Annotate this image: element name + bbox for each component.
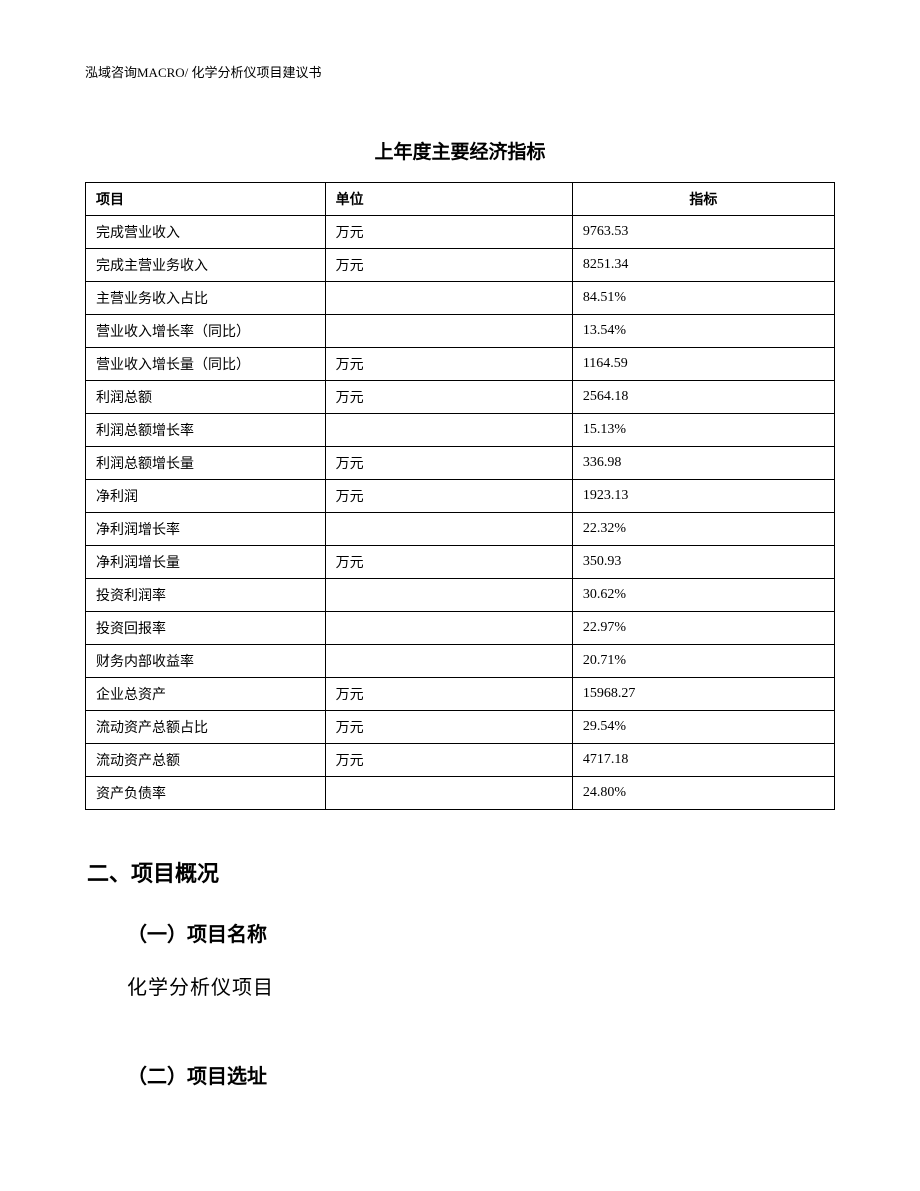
cell-value: 30.62% bbox=[572, 579, 834, 612]
cell-value: 1923.13 bbox=[572, 480, 834, 513]
table-row: 净利润 万元 1923.13 bbox=[86, 480, 835, 513]
cell-item: 利润总额增长量 bbox=[86, 447, 326, 480]
cell-item: 企业总资产 bbox=[86, 678, 326, 711]
table-row: 营业收入增长量（同比） 万元 1164.59 bbox=[86, 348, 835, 381]
table-row: 主营业务收入占比 84.51% bbox=[86, 282, 835, 315]
cell-unit: 万元 bbox=[325, 381, 572, 414]
table-row: 利润总额 万元 2564.18 bbox=[86, 381, 835, 414]
cell-unit bbox=[325, 513, 572, 546]
col-header-unit: 单位 bbox=[325, 183, 572, 216]
cell-unit: 万元 bbox=[325, 216, 572, 249]
cell-unit bbox=[325, 282, 572, 315]
cell-unit bbox=[325, 579, 572, 612]
table-row: 净利润增长率 22.32% bbox=[86, 513, 835, 546]
cell-item: 净利润增长率 bbox=[86, 513, 326, 546]
cell-item: 利润总额 bbox=[86, 381, 326, 414]
table-row: 企业总资产 万元 15968.27 bbox=[86, 678, 835, 711]
economic-indicators-table: 项目 单位 指标 完成营业收入 万元 9763.53 完成主营业务收入 万元 8… bbox=[85, 182, 835, 810]
table-title: 上年度主要经济指标 bbox=[85, 137, 835, 164]
cell-value: 336.98 bbox=[572, 447, 834, 480]
table-row: 投资利润率 30.62% bbox=[86, 579, 835, 612]
sub-heading-1: （一）项目名称 bbox=[127, 918, 835, 947]
page-container: 泓域咨询MACRO/ 化学分析仪项目建议书 上年度主要经济指标 项目 单位 指标… bbox=[0, 0, 920, 1089]
cell-unit: 万元 bbox=[325, 546, 572, 579]
table-row: 营业收入增长率（同比） 13.54% bbox=[86, 315, 835, 348]
cell-item: 财务内部收益率 bbox=[86, 645, 326, 678]
sub-heading-2: （二）项目选址 bbox=[127, 1060, 835, 1089]
cell-item: 净利润 bbox=[86, 480, 326, 513]
cell-unit: 万元 bbox=[325, 678, 572, 711]
table-row: 完成主营业务收入 万元 8251.34 bbox=[86, 249, 835, 282]
cell-unit bbox=[325, 645, 572, 678]
table-body: 完成营业收入 万元 9763.53 完成主营业务收入 万元 8251.34 主营… bbox=[86, 216, 835, 810]
table-row: 流动资产总额 万元 4717.18 bbox=[86, 744, 835, 777]
cell-item: 完成主营业务收入 bbox=[86, 249, 326, 282]
cell-item: 净利润增长量 bbox=[86, 546, 326, 579]
cell-unit bbox=[325, 414, 572, 447]
cell-unit: 万元 bbox=[325, 249, 572, 282]
cell-value: 24.80% bbox=[572, 777, 834, 810]
table-row: 资产负债率 24.80% bbox=[86, 777, 835, 810]
table-header-row: 项目 单位 指标 bbox=[86, 183, 835, 216]
cell-value: 15968.27 bbox=[572, 678, 834, 711]
table-row: 流动资产总额占比 万元 29.54% bbox=[86, 711, 835, 744]
cell-item: 完成营业收入 bbox=[86, 216, 326, 249]
page-header: 泓域咨询MACRO/ 化学分析仪项目建议书 bbox=[85, 62, 835, 81]
cell-unit: 万元 bbox=[325, 348, 572, 381]
body-text-1: 化学分析仪项目 bbox=[127, 971, 835, 1000]
cell-value: 20.71% bbox=[572, 645, 834, 678]
cell-item: 营业收入增长率（同比） bbox=[86, 315, 326, 348]
cell-unit bbox=[325, 612, 572, 645]
cell-value: 4717.18 bbox=[572, 744, 834, 777]
cell-value: 350.93 bbox=[572, 546, 834, 579]
cell-value: 84.51% bbox=[572, 282, 834, 315]
cell-item: 资产负债率 bbox=[86, 777, 326, 810]
table-row: 财务内部收益率 20.71% bbox=[86, 645, 835, 678]
cell-item: 营业收入增长量（同比） bbox=[86, 348, 326, 381]
cell-item: 利润总额增长率 bbox=[86, 414, 326, 447]
table-row: 利润总额增长量 万元 336.98 bbox=[86, 447, 835, 480]
cell-value: 22.32% bbox=[572, 513, 834, 546]
section-heading-2: 二、项目概况 bbox=[87, 856, 835, 888]
cell-value: 2564.18 bbox=[572, 381, 834, 414]
cell-unit: 万元 bbox=[325, 480, 572, 513]
cell-value: 13.54% bbox=[572, 315, 834, 348]
cell-item: 投资利润率 bbox=[86, 579, 326, 612]
col-header-value: 指标 bbox=[572, 183, 834, 216]
cell-item: 主营业务收入占比 bbox=[86, 282, 326, 315]
cell-unit bbox=[325, 777, 572, 810]
col-header-item: 项目 bbox=[86, 183, 326, 216]
cell-value: 29.54% bbox=[572, 711, 834, 744]
cell-value: 9763.53 bbox=[572, 216, 834, 249]
cell-item: 投资回报率 bbox=[86, 612, 326, 645]
cell-unit: 万元 bbox=[325, 711, 572, 744]
cell-value: 22.97% bbox=[572, 612, 834, 645]
cell-value: 8251.34 bbox=[572, 249, 834, 282]
table-row: 净利润增长量 万元 350.93 bbox=[86, 546, 835, 579]
cell-unit: 万元 bbox=[325, 447, 572, 480]
cell-unit: 万元 bbox=[325, 744, 572, 777]
cell-unit bbox=[325, 315, 572, 348]
cell-item: 流动资产总额 bbox=[86, 744, 326, 777]
table-row: 利润总额增长率 15.13% bbox=[86, 414, 835, 447]
table-row: 投资回报率 22.97% bbox=[86, 612, 835, 645]
cell-item: 流动资产总额占比 bbox=[86, 711, 326, 744]
cell-value: 1164.59 bbox=[572, 348, 834, 381]
cell-value: 15.13% bbox=[572, 414, 834, 447]
table-row: 完成营业收入 万元 9763.53 bbox=[86, 216, 835, 249]
